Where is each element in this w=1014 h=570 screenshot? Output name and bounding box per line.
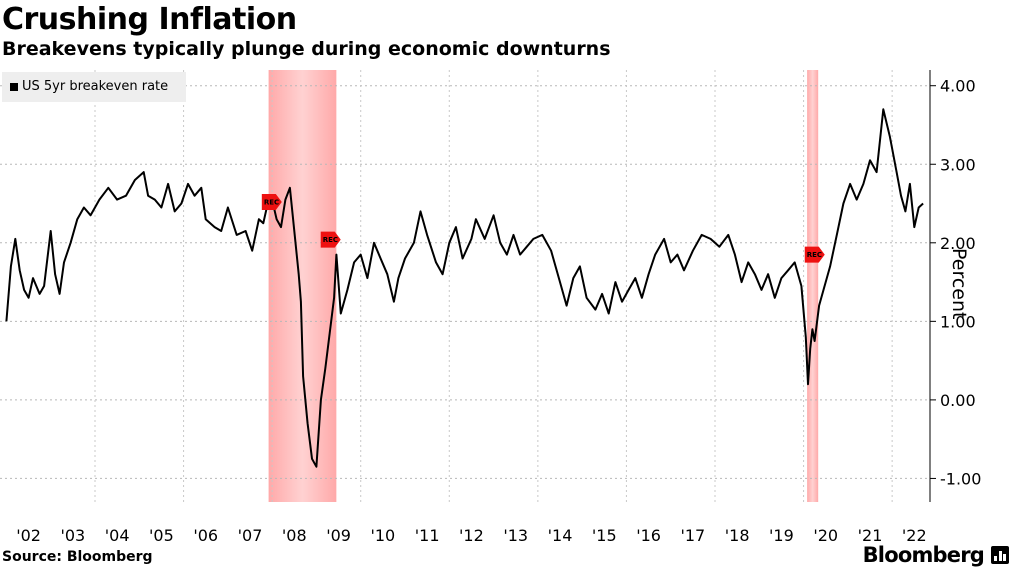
rec-marker: REC bbox=[804, 246, 825, 263]
series-lines bbox=[5, 108, 924, 468]
x-tick-label: '20 bbox=[813, 526, 838, 545]
x-tick-label: '08 bbox=[282, 526, 307, 545]
rec-marker-label: REC bbox=[264, 198, 279, 206]
x-tick-label: '13 bbox=[503, 526, 528, 545]
recession-band bbox=[807, 70, 819, 502]
chart-title: Crushing Inflation bbox=[2, 2, 297, 37]
source-note: Source: Bloomberg bbox=[2, 549, 153, 565]
x-tick-label: '03 bbox=[60, 526, 85, 545]
legend-label: US 5yr breakeven rate bbox=[22, 79, 169, 94]
bar-chart-icon bbox=[991, 546, 1009, 564]
y-tick-label: 3.00 bbox=[940, 155, 976, 174]
legend-swatch bbox=[10, 83, 18, 91]
rec-marker-label: REC bbox=[807, 251, 822, 259]
x-tick-label: '21 bbox=[858, 526, 883, 545]
chart-subtitle: Breakevens typically plunge during econo… bbox=[2, 38, 611, 60]
rec-marker-label: REC bbox=[323, 236, 338, 244]
x-axis: '02 '03 '04 '05 '06 '07 '08 '09 '10 '11 '12 '13 '14 '… bbox=[16, 526, 926, 545]
x-tick-label: '05 bbox=[149, 526, 174, 545]
series-line bbox=[5, 108, 924, 468]
rec-marker-shape bbox=[320, 231, 341, 248]
recession-band bbox=[268, 70, 337, 502]
x-tick-label: '02 bbox=[16, 526, 41, 545]
x-tick-label: '11 bbox=[415, 526, 440, 545]
x-tick-label: '12 bbox=[459, 526, 484, 545]
y-axis: -1.00 0.00 1.00 2.00 3.00 4.00 bbox=[929, 70, 981, 502]
recession-bands bbox=[268, 70, 819, 502]
gridlines bbox=[0, 70, 930, 502]
x-tick-label: '04 bbox=[105, 526, 130, 545]
x-tick-label: '14 bbox=[548, 526, 573, 545]
rec-marker-shape bbox=[804, 246, 825, 263]
x-tick-label: '22 bbox=[902, 526, 927, 545]
recession-markers: REC REC REC bbox=[261, 193, 825, 263]
y-tick-label: 2.00 bbox=[940, 234, 976, 253]
x-tick-label: '19 bbox=[769, 526, 794, 545]
y-tick-label: 4.00 bbox=[940, 77, 976, 96]
y-axis-label: Percent bbox=[948, 248, 970, 320]
rec-marker-shape bbox=[261, 193, 282, 210]
rec-marker: REC bbox=[320, 231, 341, 248]
x-tick-label: '18 bbox=[725, 526, 750, 545]
x-tick-label: '07 bbox=[238, 526, 263, 545]
x-tick-label: '06 bbox=[193, 526, 218, 545]
y-tick-label: 1.00 bbox=[940, 312, 976, 331]
y-tick-label: 0.00 bbox=[940, 391, 976, 410]
x-tick-label: '09 bbox=[326, 526, 351, 545]
legend: US 5yr breakeven rate bbox=[2, 72, 186, 102]
x-tick-label: '10 bbox=[370, 526, 395, 545]
rec-marker: REC bbox=[261, 193, 282, 210]
x-tick-label: '15 bbox=[592, 526, 617, 545]
x-tick-label: '16 bbox=[636, 526, 661, 545]
x-tick-label: '17 bbox=[680, 526, 705, 545]
y-tick-label: -1.00 bbox=[940, 469, 981, 488]
brand-logo: Bloomberg bbox=[862, 543, 985, 567]
